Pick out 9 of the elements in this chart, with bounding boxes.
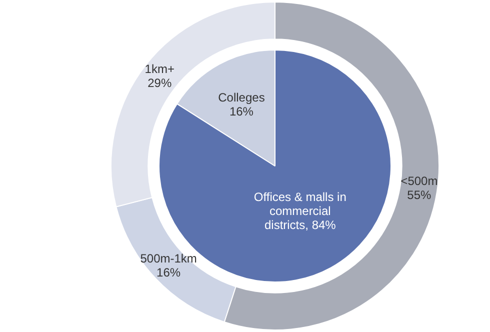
slice-label: 1km+ <box>144 62 174 76</box>
data-label: 16% <box>156 265 181 280</box>
slice-label: <500m <box>400 174 438 188</box>
slice-label: Offices & malls in commercial districts, 84% <box>254 190 346 232</box>
data-label: 55% <box>407 188 432 202</box>
data-label: 16% <box>229 104 254 118</box>
data-label: 29% <box>148 76 172 90</box>
slice-label: 500m-1km <box>140 251 197 266</box>
slice-label: Colleges <box>218 90 265 104</box>
